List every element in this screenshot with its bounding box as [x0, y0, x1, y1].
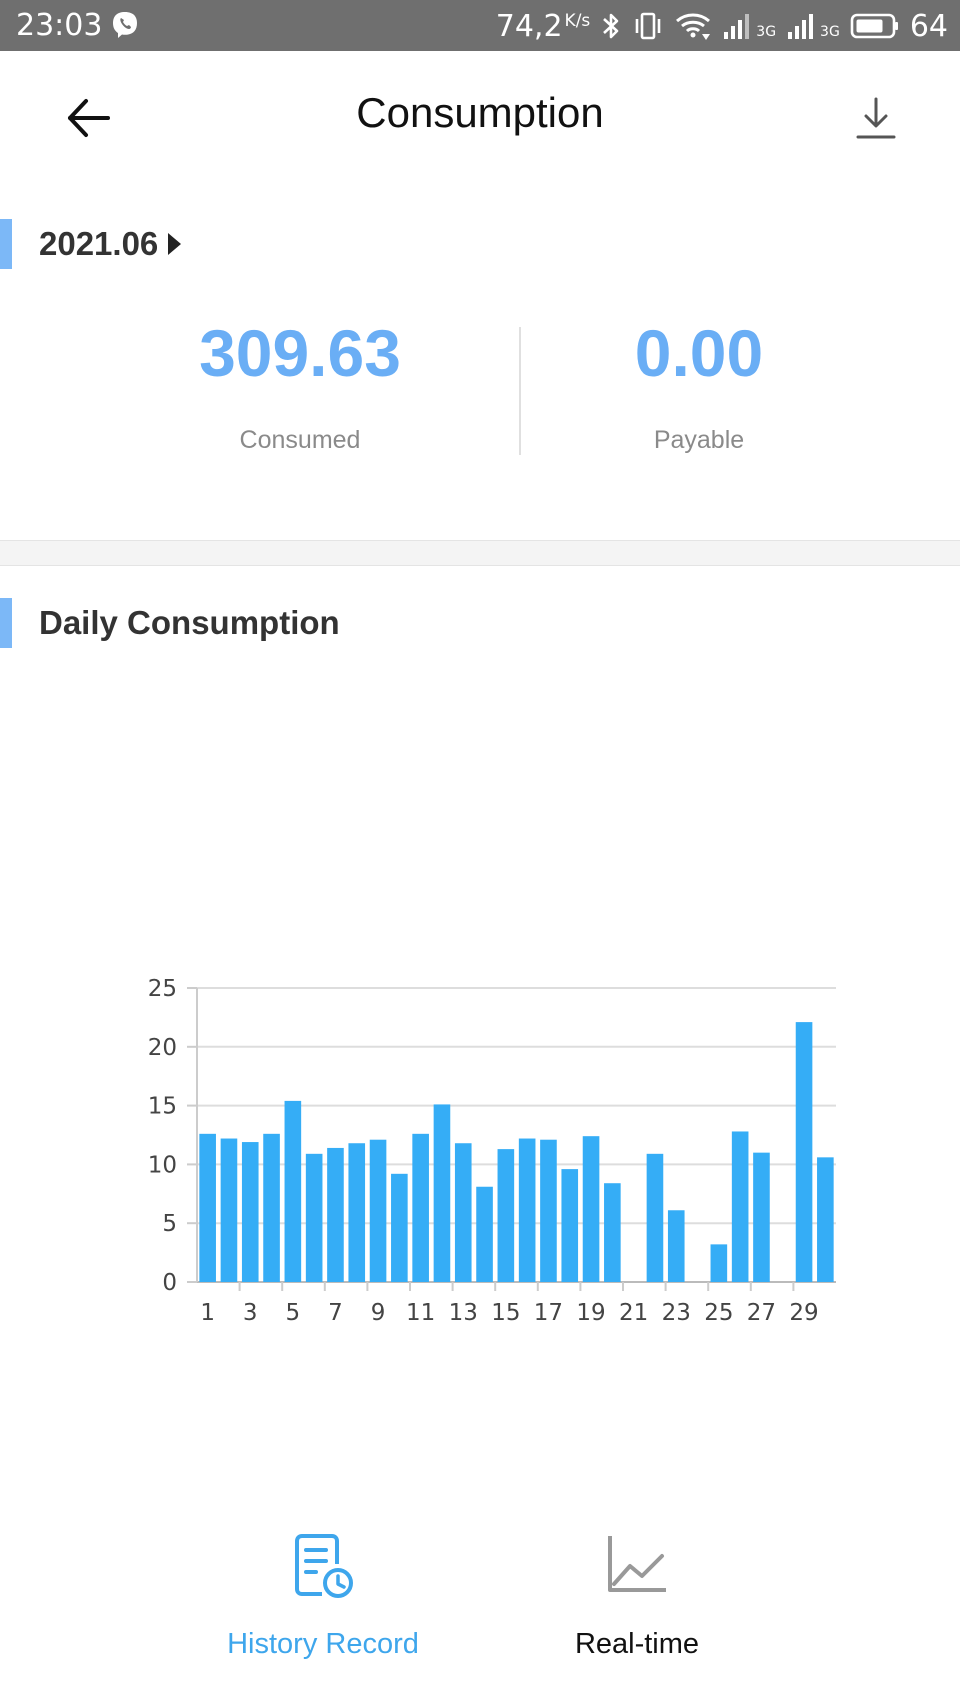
x-tick-label: 21: [619, 1300, 648, 1326]
y-tick-label: 5: [162, 1211, 177, 1237]
app-header: Consumption: [0, 51, 960, 181]
month-value: 2021.06: [39, 225, 159, 262]
x-tick-label: 27: [747, 1300, 776, 1326]
y-tick-label: 25: [148, 976, 177, 1002]
status-time: 23:03: [16, 8, 103, 43]
y-tick-label: 10: [148, 1152, 177, 1178]
x-tick-label: 23: [662, 1300, 691, 1326]
summary-divider: [519, 327, 521, 455]
y-tick-label: 0: [162, 1270, 177, 1296]
caret-right-icon: [168, 233, 182, 255]
bar-day-27: [753, 1152, 770, 1282]
y-tick-label: 15: [148, 1094, 177, 1120]
bar-day-11: [412, 1133, 429, 1282]
daily-consumption-chart: 0 5 10 15 20 25 1 3 5 7 9 11 13 15 17 19 21 23 25 27 29: [0, 960, 960, 1340]
bar-day-14: [476, 1186, 493, 1282]
x-tick-label: 7: [328, 1300, 343, 1326]
nav-history-record[interactable]: History Record: [173, 1530, 473, 1661]
status-bar: 23:03 74,2 K/s 3G: [0, 0, 960, 51]
bar-day-12: [433, 1104, 451, 1282]
battery-icon: [850, 13, 898, 39]
bar-day-29: [795, 1022, 813, 1282]
x-tick-label: 3: [243, 1300, 258, 1326]
section-marker: [0, 219, 12, 269]
bar-day-23: [667, 1210, 685, 1282]
month-section: 2021.06: [0, 218, 182, 270]
battery-level: 64: [909, 8, 948, 44]
bar-day-6: [305, 1153, 323, 1282]
network-type-1: 3G: [756, 24, 777, 40]
x-tick-label: 13: [449, 1300, 478, 1326]
month-selector[interactable]: 2021.06: [39, 225, 182, 263]
nav-history-record-label: History Record: [227, 1628, 419, 1660]
consumed-stat: 309.63 Consumed: [100, 320, 500, 455]
network-type-2: 3G: [820, 24, 840, 40]
payable-value: 0.00: [634, 316, 764, 390]
bar-day-2: [220, 1138, 238, 1282]
status-icons: 74,2 K/s 3G: [496, 6, 948, 46]
payable-stat: 0.00 Payable: [499, 320, 899, 455]
net-speed: 74,2 K/s: [496, 9, 591, 44]
consumed-label: Consumed: [239, 426, 361, 454]
signal-icon: [788, 14, 814, 39]
x-tick-label: 15: [491, 1300, 520, 1326]
line-chart-icon: [608, 1536, 666, 1592]
bar-day-3: [241, 1142, 259, 1282]
bar-day-7: [327, 1147, 344, 1282]
net-speed-value: 74,2: [495, 8, 563, 44]
nav-real-time[interactable]: Real-time: [487, 1530, 787, 1661]
history-record-icon: [295, 1534, 353, 1598]
bar-day-17: [540, 1139, 557, 1282]
x-tick-label: 5: [286, 1300, 301, 1326]
bar-day-8: [348, 1143, 366, 1282]
x-tick-label: 25: [704, 1300, 733, 1326]
daily-section-title: Daily Consumption: [39, 604, 340, 641]
vibrate-icon: [635, 12, 661, 40]
x-tick-label: 9: [371, 1300, 386, 1326]
consumption-summary: 309.63 Consumed 0.00 Payable: [0, 300, 960, 480]
bottom-nav: History Record Real-time: [0, 1530, 960, 1707]
consumed-value: 309.63: [199, 316, 401, 390]
section-separator: [0, 540, 960, 566]
bar-day-25: [710, 1244, 728, 1282]
x-tick-label: 19: [576, 1300, 605, 1326]
payable-label: Payable: [653, 426, 745, 454]
page-title: Consumption: [356, 89, 604, 136]
bar-day-22: [646, 1153, 664, 1282]
arrow-left-icon[interactable]: [62, 91, 116, 145]
bar-day-16: [518, 1138, 536, 1282]
x-tick-label: 1: [200, 1300, 215, 1326]
bar-day-9: [369, 1139, 387, 1282]
download-icon[interactable]: [852, 93, 900, 143]
bar-day-15: [497, 1149, 515, 1282]
daily-section: Daily Consumption: [0, 597, 340, 649]
bar-day-4: [263, 1133, 280, 1282]
bar-day-18: [561, 1169, 579, 1282]
x-tick-label: 11: [406, 1300, 435, 1326]
bar-day-5: [284, 1100, 302, 1282]
y-tick-label: 20: [148, 1035, 177, 1061]
x-tick-label: 29: [789, 1300, 818, 1326]
bluetooth-icon: [603, 13, 619, 39]
net-speed-unit: K/s: [564, 10, 591, 31]
signal-icon: [724, 14, 750, 39]
viber-icon: [113, 12, 137, 38]
section-marker: [0, 598, 12, 648]
bar-day-10: [391, 1173, 408, 1282]
nav-real-time-label: Real-time: [574, 1628, 700, 1660]
bar-day-13: [454, 1143, 472, 1282]
bar-day-20: [604, 1183, 621, 1282]
bar-day-30: [817, 1157, 834, 1282]
bar-day-26: [731, 1131, 749, 1282]
x-tick-label: 17: [534, 1300, 563, 1326]
bar-day-1: [199, 1133, 216, 1282]
bar-day-19: [582, 1136, 600, 1282]
wifi-icon: [676, 13, 711, 40]
